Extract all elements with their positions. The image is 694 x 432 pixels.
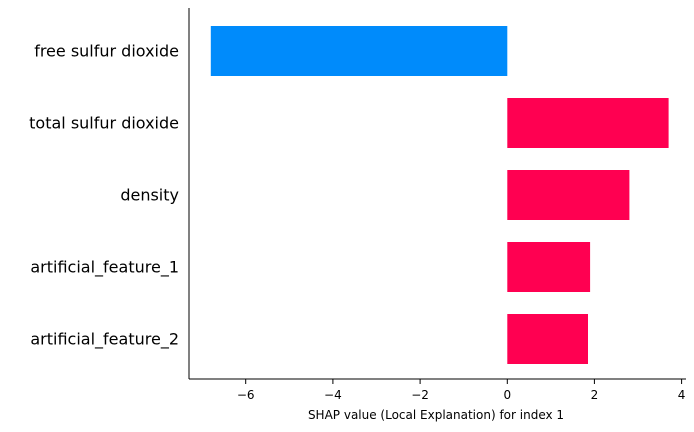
x-tick-label-0: −6	[237, 388, 255, 402]
x-tick-label-4: 2	[591, 388, 599, 402]
bar-2	[507, 170, 630, 220]
category-labels: free sulfur dioxide total sulfur dioxide d…	[29, 42, 179, 350]
bars-group	[210, 26, 669, 364]
bar-0	[210, 26, 508, 76]
category-label-0: free sulfur dioxide	[34, 42, 179, 61]
bar-1	[507, 98, 669, 148]
x-tick-label-3: 0	[503, 388, 511, 402]
category-label-4: artificial_feature_2	[30, 330, 179, 350]
x-axis-label: SHAP value (Local Explanation) for index…	[308, 408, 564, 422]
bar-4	[507, 314, 588, 364]
category-label-3: artificial_feature_1	[30, 258, 179, 278]
x-ticks: −6 −4 −2 0 2 4	[237, 379, 686, 402]
category-label-1: total sulfur dioxide	[29, 114, 179, 133]
x-tick-label-2: −2	[411, 388, 429, 402]
category-label-2: density	[120, 186, 179, 205]
bar-3	[507, 242, 591, 292]
x-tick-label-1: −4	[324, 388, 342, 402]
x-tick-label-5: 4	[678, 388, 686, 402]
